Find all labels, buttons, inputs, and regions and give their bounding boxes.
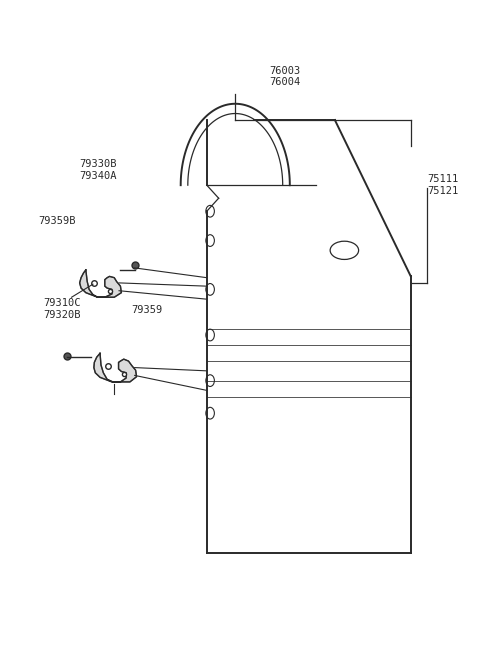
Text: 79359: 79359 bbox=[131, 306, 162, 315]
Text: 79310C
79320B: 79310C 79320B bbox=[43, 298, 81, 320]
Polygon shape bbox=[94, 353, 137, 382]
Polygon shape bbox=[80, 270, 121, 297]
Text: 79330B
79340A: 79330B 79340A bbox=[79, 159, 117, 181]
Text: 79359B: 79359B bbox=[38, 216, 76, 226]
Text: 76003
76004: 76003 76004 bbox=[269, 66, 300, 87]
Text: 75111
75121: 75111 75121 bbox=[427, 174, 459, 196]
